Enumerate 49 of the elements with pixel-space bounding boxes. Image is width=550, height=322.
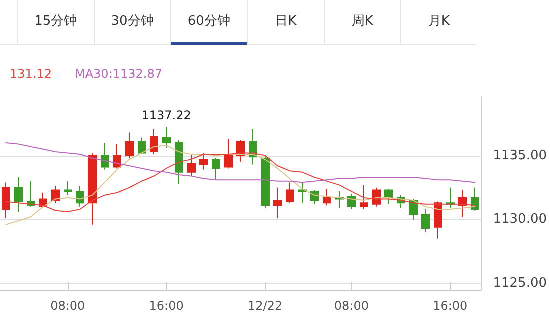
candlestick	[125, 132, 134, 159]
y-tick-label: 1135.00	[493, 148, 548, 164]
text: 60分钟	[170, 0, 248, 44]
line-series	[6, 152, 476, 213]
candlestick	[212, 158, 220, 181]
x-tick-label: 16:00	[149, 299, 184, 313]
candlestick	[347, 194, 356, 210]
text: 30分钟	[94, 0, 170, 44]
x-tick-label: 08:00	[50, 299, 86, 313]
text: 15分钟	[17, 0, 94, 44]
candlestick	[471, 187, 479, 212]
x-tick-label: 08:00	[334, 299, 369, 313]
candlestick	[162, 126, 171, 149]
text: 月K	[400, 0, 478, 44]
text: 周K	[324, 0, 400, 44]
candlestick	[187, 154, 196, 177]
candlestick	[150, 128, 158, 156]
candlestick	[286, 182, 294, 204]
text: 日K	[247, 0, 324, 44]
candlestick	[273, 187, 282, 219]
candlestick	[360, 184, 368, 210]
candlestick	[14, 177, 23, 213]
candlestick	[323, 188, 331, 206]
candlestick	[113, 144, 121, 170]
candlestick	[434, 201, 442, 240]
annotation: 1137.22	[142, 108, 192, 122]
candlestick	[64, 180, 72, 196]
text: 131.12	[10, 67, 52, 81]
candlestick	[224, 138, 233, 170]
x-tick-label: 12/22	[248, 299, 283, 313]
candlestick	[51, 186, 60, 204]
candlestick	[101, 142, 109, 170]
candlestick	[458, 190, 467, 218]
candlestick	[88, 152, 97, 226]
candlestick	[76, 186, 84, 208]
candlestick	[175, 140, 183, 184]
candlestick	[261, 155, 270, 209]
line-series	[6, 142, 476, 184]
candlestick	[421, 208, 430, 233]
candlestick	[2, 182, 10, 219]
candlestick	[384, 188, 393, 205]
candlestick	[138, 137, 146, 156]
line-series	[6, 145, 476, 226]
y-tick-label: 1125.00	[493, 276, 548, 292]
candlestick	[298, 182, 307, 204]
candlestick	[199, 152, 208, 170]
text: MA30:1132.87	[74, 67, 162, 81]
y-tick-label: 1130.00	[493, 212, 548, 228]
x-tick-label: 16:00	[433, 299, 468, 313]
